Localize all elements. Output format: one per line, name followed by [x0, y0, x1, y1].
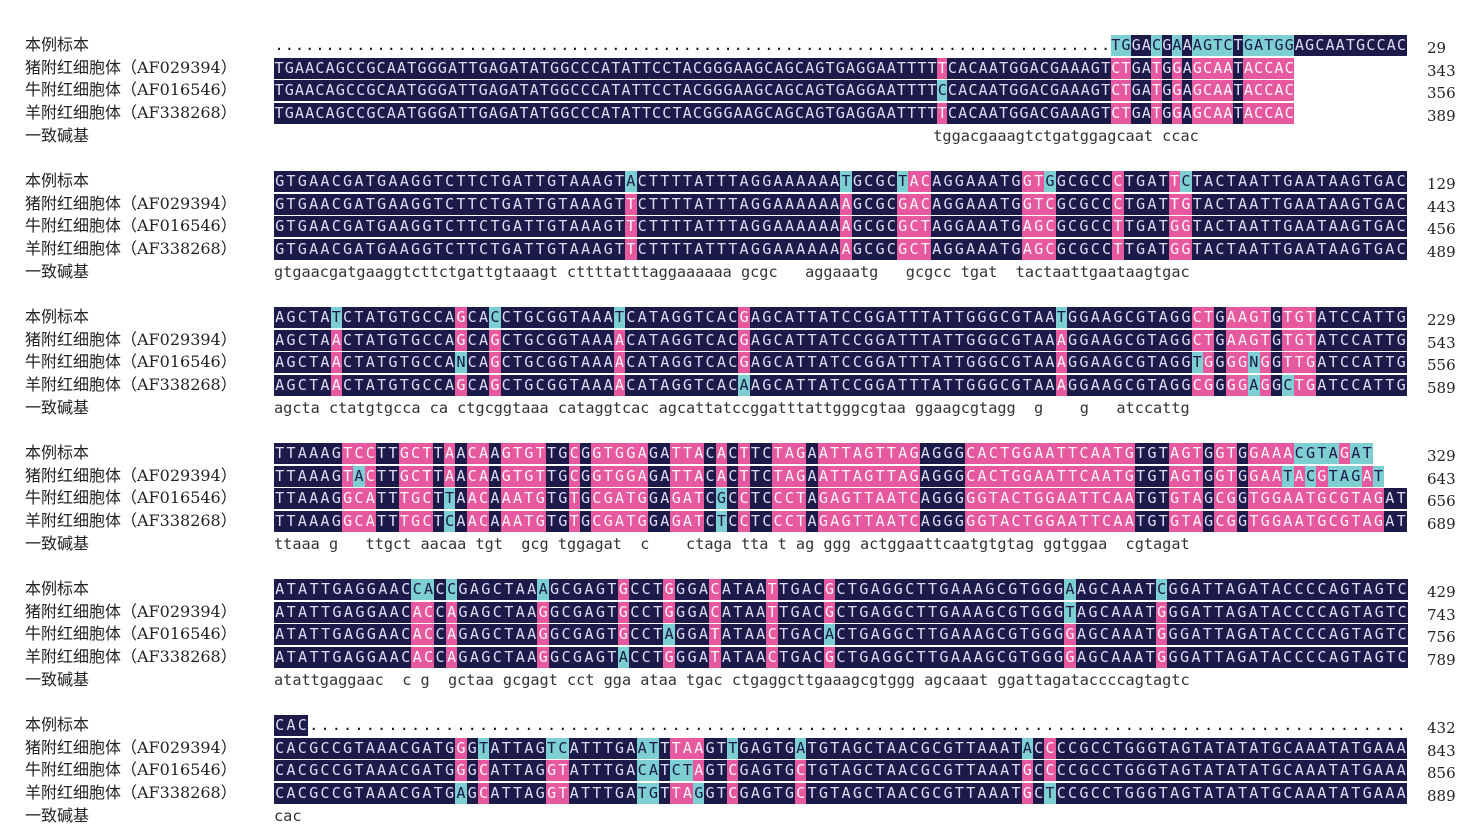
sequence-label: 本例标本: [25, 35, 90, 54]
position-number: 656: [1427, 492, 1456, 511]
sequence-label: 牛附红细胞体（AF016546）: [25, 80, 237, 100]
sequence-label: 牛附红细胞体（AF016546）: [25, 488, 237, 508]
sequence-label: 牛附红细胞体（AF016546）: [25, 216, 237, 236]
position-number: 756: [1427, 628, 1456, 647]
position-number: 543: [1427, 333, 1456, 352]
consensus-row: atattgaggaac c g gctaa gcgagt cct gga at…: [274, 670, 1190, 689]
position-number: 789: [1427, 651, 1456, 670]
sequence-label: 羊附红细胞体（AF338268）: [25, 239, 237, 259]
sequence-label: 本例标本: [25, 715, 90, 734]
consensus-row: tggacgaaagtctgatggagcaat ccac: [933, 126, 1199, 145]
sequence-label: 羊附红细胞体（AF338268）: [25, 647, 237, 667]
consensus-label: 一致碱基: [25, 805, 90, 825]
sequence-label: 羊附红细胞体（AF338268）: [25, 511, 237, 531]
position-number: 29: [1427, 39, 1447, 57]
sequence-label: 猪附红细胞体（AF029394）: [25, 329, 237, 349]
position-number: 643: [1427, 469, 1456, 488]
position-number: 889: [1427, 787, 1456, 806]
consensus-label: 一致碱基: [25, 125, 90, 145]
position-number: 456: [1427, 220, 1456, 239]
position-number: 229: [1427, 311, 1456, 329]
consensus-label: 一致碱基: [25, 533, 90, 553]
sequence-label: 羊附红细胞体（AF338268）: [25, 375, 237, 395]
sequence-label: 猪附红细胞体（AF029394）: [25, 737, 237, 757]
consensus-label: 一致碱基: [25, 261, 90, 281]
position-number: 389: [1427, 107, 1456, 126]
position-number: 343: [1427, 61, 1456, 80]
consensus-label: 一致碱基: [25, 397, 90, 417]
position-number: 843: [1427, 741, 1456, 760]
position-number: 589: [1427, 379, 1456, 398]
position-number: 856: [1427, 764, 1456, 783]
consensus-row: ttaaa g ttgct aacaa tgt gcg tggagat c ct…: [274, 534, 1190, 553]
sequence-label: 本例标本: [25, 443, 90, 462]
consensus-label: 一致碱基: [25, 669, 90, 689]
sequence-label: 猪附红细胞体（AF029394）: [25, 465, 237, 485]
position-number: 429: [1427, 583, 1456, 601]
sequence-row: ........................................…: [274, 35, 1407, 56]
sequence-label: 牛附红细胞体（AF016546）: [25, 352, 237, 372]
position-number: 443: [1427, 197, 1456, 216]
consensus-row: cac: [274, 806, 302, 825]
sequence-row: TGAACAGCCGCAATGGGATTGAGATATGGCCCATATTCCT…: [274, 80, 1295, 102]
position-number: 129: [1427, 175, 1456, 193]
sequence-label: 本例标本: [25, 579, 90, 598]
sequence-label: 本例标本: [25, 307, 90, 326]
sequence-label: 猪附红细胞体（AF029394）: [25, 193, 237, 213]
position-number: 356: [1427, 84, 1456, 103]
position-number: 689: [1427, 515, 1456, 534]
sequence-label: 猪附红细胞体（AF029394）: [25, 57, 237, 77]
sequence-label: 本例标本: [25, 171, 90, 190]
position-number: 432: [1427, 719, 1456, 737]
sequence-label: 猪附红细胞体（AF029394）: [25, 601, 237, 621]
consensus-row: agcta ctatgtgcca ca ctgcggtaaa cataggtca…: [274, 398, 1190, 417]
consensus-row: gtgaacgatgaaggtcttctgattgtaaagt cttttatt…: [274, 262, 1190, 281]
sequence-row: TGAACAGCCGCAATGGGATTGAGATATGGCCCATATTCCT…: [274, 57, 1295, 79]
sequence-label: 牛附红细胞体（AF016546）: [25, 760, 237, 780]
position-number: 556: [1427, 356, 1456, 375]
position-number: 743: [1427, 605, 1456, 624]
position-number: 489: [1427, 243, 1456, 262]
sequence-label: 牛附红细胞体（AF016546）: [25, 624, 237, 644]
sequence-label: 羊附红细胞体（AF338268）: [25, 103, 237, 123]
sequence-label: 羊附红细胞体（AF338268）: [25, 783, 237, 803]
sequence-row: TGAACAGCCGCAATGGGATTGAGATATGGCCCATATTCCT…: [274, 103, 1295, 125]
position-number: 329: [1427, 447, 1456, 465]
